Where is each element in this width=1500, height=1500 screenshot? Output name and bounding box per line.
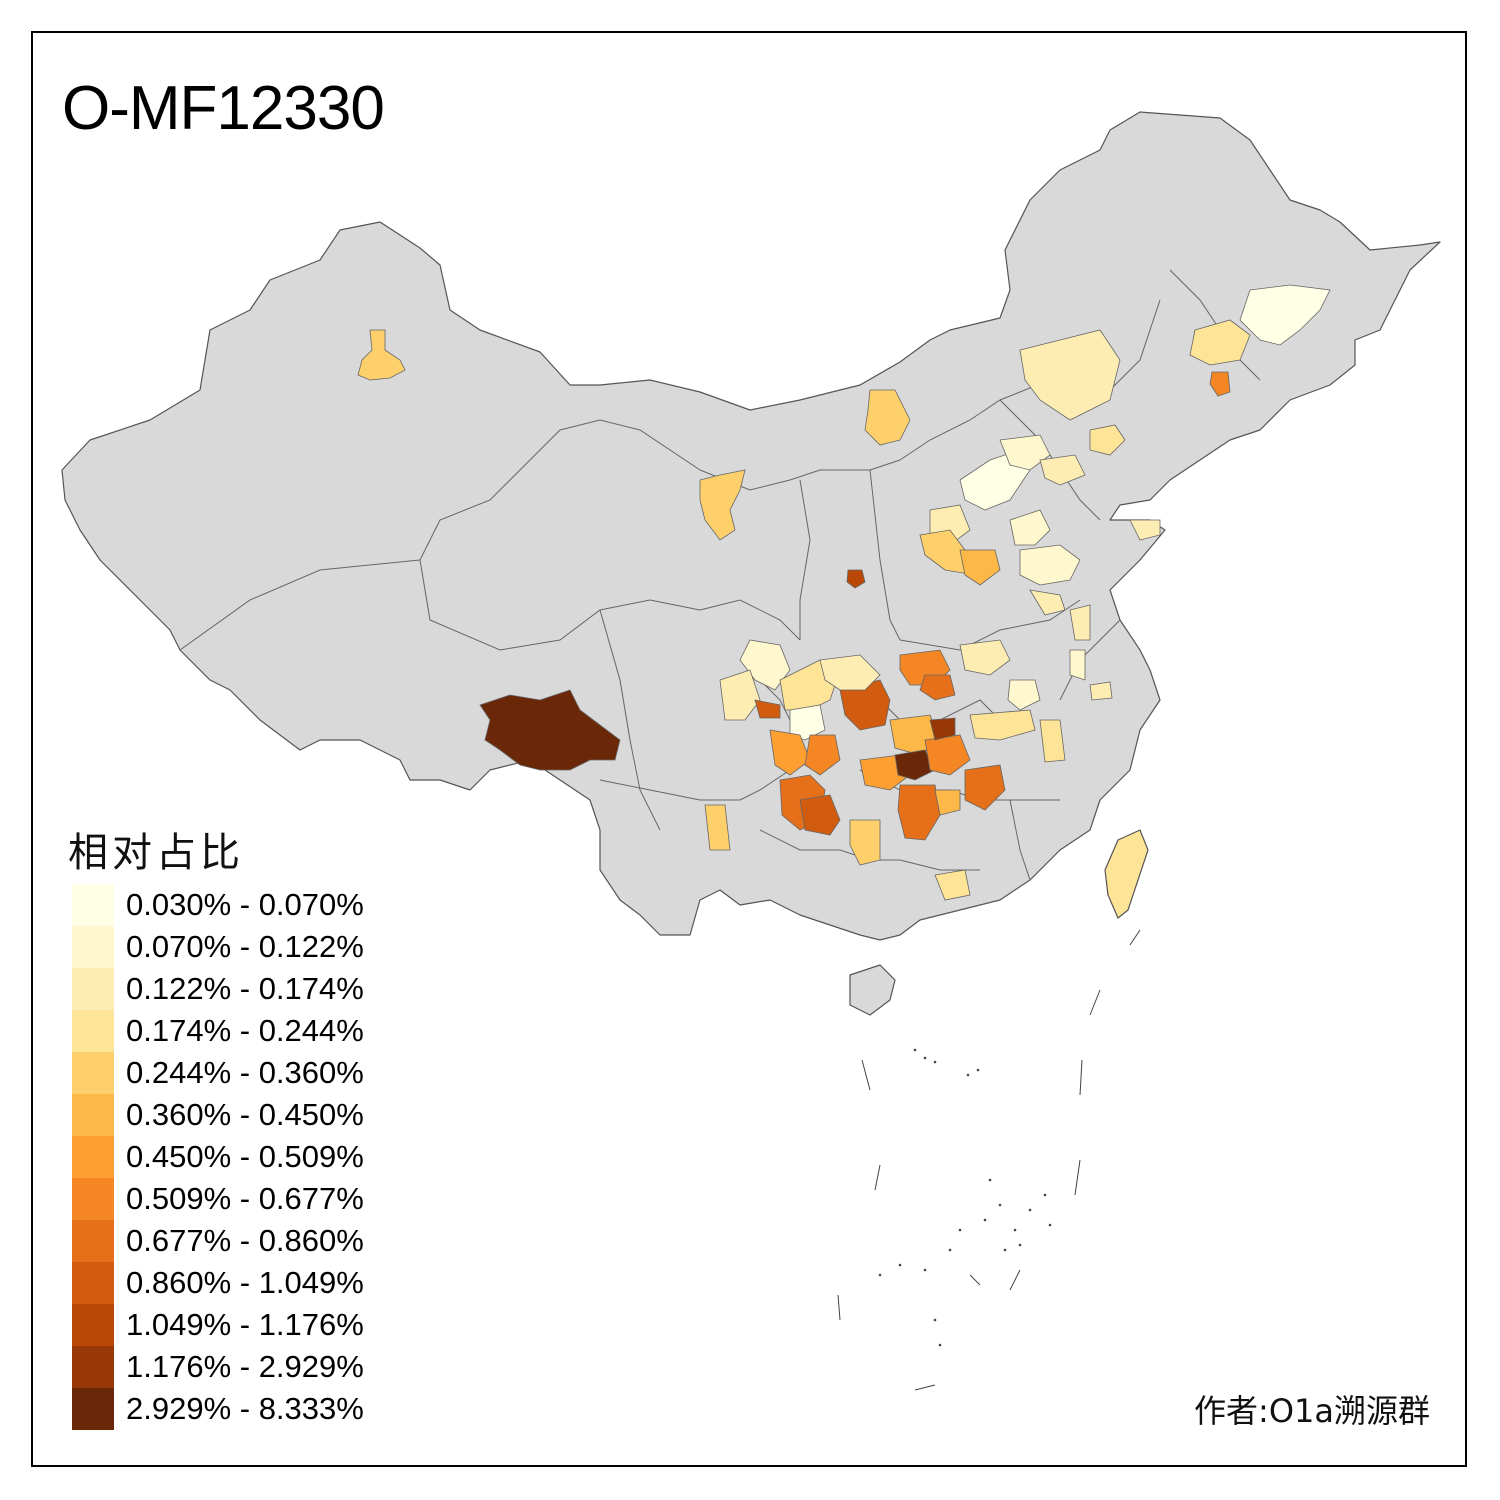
legend-swatch [72,1136,114,1178]
legend-swatch [72,968,114,1010]
region-jiangsu [1069,604,1091,641]
region-jiangsu-south [1069,649,1086,681]
legend-label: 0.360% - 0.450% [126,1097,364,1132]
region-gansu [699,469,746,541]
legend-swatch [72,1052,114,1094]
legend-swatch [72,1304,114,1346]
region-tianjin [1039,454,1086,486]
region-sichuan-north [739,639,791,691]
legend-swatch [72,1220,114,1262]
region-anhui [1007,679,1041,711]
region-sichuan-mid [719,669,761,721]
region-hunan-north [929,717,956,741]
legend-label: 0.244% - 0.360% [126,1055,364,1090]
region-guizhou-south [849,819,881,866]
region-sichuan-spot [754,699,781,719]
region-sichuan-east [819,654,881,691]
legend-label: 0.860% - 1.049% [126,1265,364,1300]
region-jiangxi [964,764,1006,811]
legend-label: 0.509% - 0.677% [126,1181,364,1216]
region-liaoning [1089,424,1126,456]
legend-swatch [72,1262,114,1304]
region-shaanxi-spot [846,569,866,589]
taiwan-island [1104,829,1149,919]
region-henan [959,639,1011,676]
region-inner-mongolia-west [864,389,911,446]
region-shanghai-area [1089,681,1113,701]
hainan-island [849,964,896,1016]
province-borders [179,269,1261,881]
region-hunan-center [897,784,941,841]
region-tibet-south [479,689,621,771]
region-jiangxi-north [1039,719,1066,763]
region-jiangsu-north [1029,589,1066,616]
legend-label: 0.070% - 0.122% [126,929,364,964]
region-henan-north [959,549,1001,586]
region-shandong-east [1019,544,1081,586]
legend-swatch [72,1178,114,1220]
legend-label: 0.174% - 0.244% [126,1013,364,1048]
map-base-layer [61,111,1441,1016]
region-yunnan-north [804,734,841,776]
mainland-china-outline [61,111,1441,941]
region-chongqing [839,679,891,731]
legend-swatch [72,1346,114,1388]
region-xinjiang [357,329,406,381]
south-sea-islands [837,929,1141,1391]
map-title: O-MF12330 [62,74,385,143]
region-jilin-spot [1209,371,1231,397]
legend-label: 0.677% - 0.860% [126,1223,364,1258]
legend-swatch [72,1094,114,1136]
legend-swatch [72,1388,114,1430]
region-anhui-south [969,709,1036,741]
legend-label: 0.122% - 0.174% [126,971,364,1006]
legend-label: 1.049% - 1.176% [126,1307,364,1342]
legend-label: 2.929% - 8.333% [126,1391,364,1426]
region-liaoning-north [1019,329,1121,421]
legend-swatch [72,884,114,926]
region-wuhan-core [894,749,936,781]
region-guangdong [934,869,971,901]
region-hunan-south [934,789,961,816]
region-heilongjiang [1239,284,1331,346]
map-frame [31,31,1467,1467]
legend-label: 0.030% - 0.070% [126,887,364,922]
legend-title: 相对占比 [68,830,244,876]
island-dots [878,1048,1052,1347]
author-credit: 作者:O1a溯源群 [1194,1392,1430,1430]
region-hunan-east [924,734,971,776]
legend-label: 1.176% - 2.929% [126,1349,364,1384]
region-yunnan [704,804,731,851]
region-shandong-coast [1129,519,1161,541]
region-beijing [999,434,1051,471]
legend-swatch [72,1010,114,1052]
region-shandong [1009,509,1051,546]
region-sichuan-south [769,729,811,776]
region-guizhou-mid [799,794,841,836]
region-hubei-mid [919,674,956,701]
legend-label: 0.450% - 0.509% [126,1139,364,1174]
region-jilin [1189,319,1251,366]
legend-swatch [72,926,114,968]
